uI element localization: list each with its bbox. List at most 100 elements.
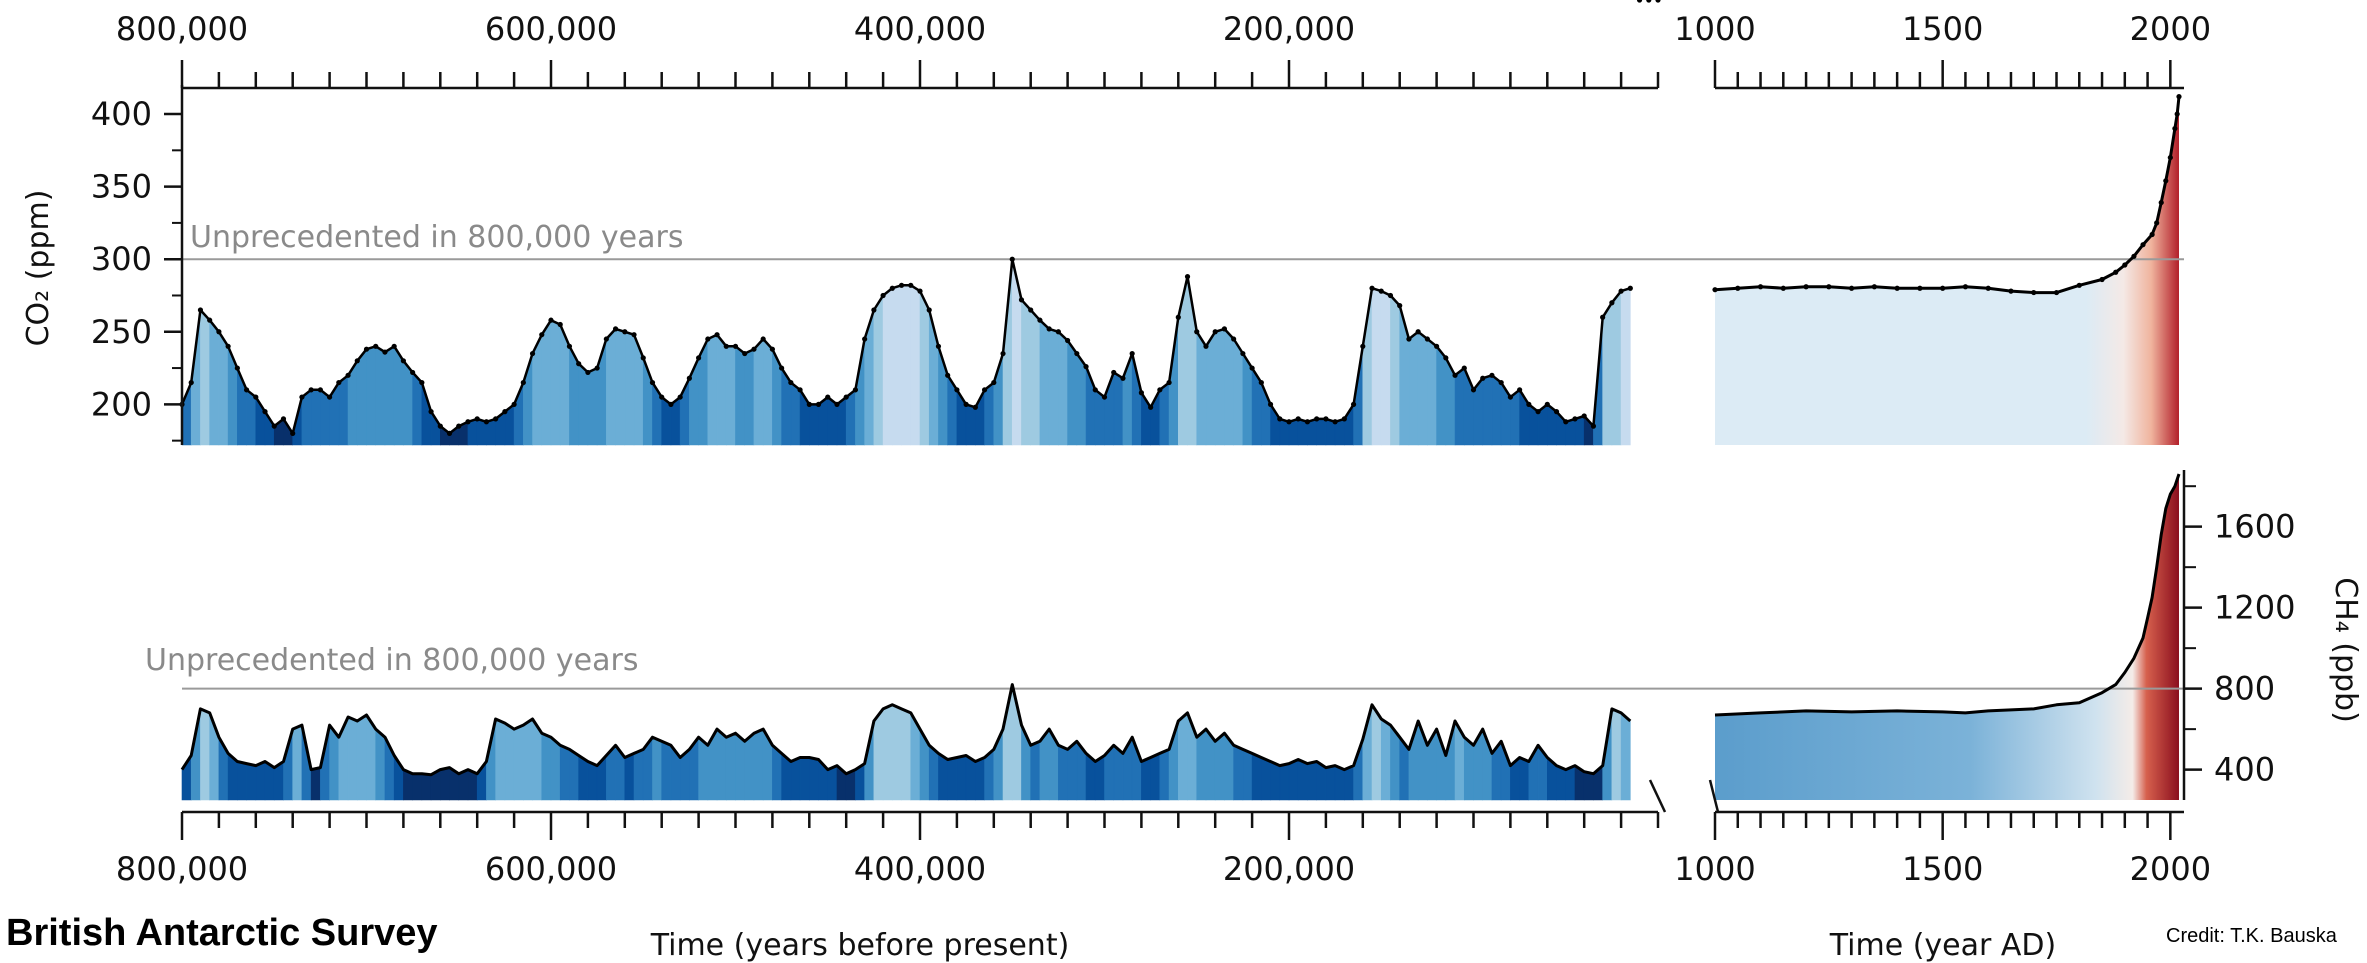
co2-data-point [1055, 329, 1061, 335]
ch4-paleo-stripe [956, 755, 967, 801]
ch4-paleo-stripe [1270, 761, 1281, 801]
source-label: British Antarctic Survey [6, 912, 438, 954]
co2-data-point [317, 387, 323, 393]
co2-data-point [1480, 375, 1486, 381]
ch4-paleo-stripe [1279, 763, 1290, 801]
ch4-y-tick-label: 800 [2214, 670, 2275, 708]
co2-data-point [843, 394, 849, 400]
co2-paleo-stripe [1131, 353, 1142, 446]
co2-data-point [1452, 372, 1458, 378]
co2-data-point [705, 336, 711, 342]
co2-data-point [1871, 284, 1877, 290]
co2-paleo-stripe [1048, 328, 1059, 446]
co2-data-point [1387, 292, 1394, 299]
co2-data-point [963, 401, 969, 407]
co2-data-point [806, 401, 812, 407]
co2-paleo-stripe [1620, 287, 1631, 446]
co2-data-point [898, 282, 905, 288]
axis-break-mark [1648, 779, 1667, 813]
co2-data-point [299, 394, 305, 400]
co2-paleo-stripe [1380, 290, 1391, 446]
co2-data-point [1111, 369, 1117, 376]
ch4-paleo-stripe [439, 767, 450, 801]
co2-paleo-stripe [1482, 374, 1493, 446]
co2-data-point [788, 379, 794, 386]
co2-data-point [1917, 285, 1923, 291]
co2-data-point [1962, 284, 1969, 290]
ch4-paleo-stripe [283, 729, 294, 801]
co2-data-point [410, 369, 416, 376]
co2-data-point [1101, 394, 1108, 400]
co2-data-point [207, 317, 213, 323]
co2-data-point [862, 336, 868, 342]
co2-data-point [1735, 285, 1741, 291]
ch4-paleo-stripe [1325, 765, 1336, 801]
co2-data-point [539, 332, 545, 338]
axes: 800,000 600,000 400,000 200,000 1000 1500 2000… [91, 10, 2296, 888]
co2-data-point [280, 416, 287, 422]
co2-data-point [327, 394, 333, 400]
ch4-paleo-stripe [1297, 759, 1308, 801]
co2-data-point [1461, 365, 1467, 371]
co2-data-point [271, 423, 277, 429]
co2-data-point [243, 387, 250, 393]
ch4-paleo-stripe [633, 748, 644, 801]
co2-data-point [797, 387, 803, 393]
ch4-paleo-stripe [1159, 748, 1170, 801]
co2-paleo-stripe [1067, 339, 1078, 446]
co2-data-point [1332, 419, 1338, 425]
co2-paleo-stripe [1224, 328, 1234, 446]
co2-data-point [1826, 284, 1832, 290]
co2-data-point [852, 387, 859, 393]
co2-data-point [2149, 231, 2155, 238]
axis-break-mark [1708, 779, 1720, 813]
ch4-paleo-stripe [550, 736, 561, 801]
co2-data-point [576, 361, 582, 367]
ch4-paleo-stripe [1214, 732, 1225, 801]
co2-data-point [382, 349, 388, 355]
co2-paleo-stripe [1113, 371, 1124, 446]
co2-data-point [373, 343, 379, 349]
bottom-x-tick-label: 200,000 [1223, 850, 1355, 888]
co2-data-point [668, 401, 674, 407]
co2-paleo-stripe [606, 328, 616, 446]
co2-data-point [1314, 416, 1320, 422]
co2-data-point [1083, 364, 1089, 370]
co2-paleo-stripe [541, 319, 552, 446]
x-axis-title-bp: Time (years before present) [650, 928, 1070, 963]
ch4-paleo-stripe [725, 732, 736, 801]
co2-data-point [1286, 419, 1292, 425]
ch4-paleo-stripe [901, 708, 912, 801]
ch4-paleo-stripe [412, 773, 423, 801]
co2-data-point [483, 419, 490, 425]
co2-data-point [520, 379, 526, 386]
ch4-paleo-stripe [1178, 712, 1188, 801]
ch4-axis-title: CH₄ (ppb) [2328, 577, 2363, 723]
co2-data-point [1572, 416, 1578, 422]
co2-paleo-stripe [965, 403, 976, 446]
co2-data-point [1184, 274, 1191, 280]
co2-data-point [1526, 401, 1532, 407]
co2-data-point [1985, 285, 1991, 291]
ch4-paleo-stripe [873, 708, 884, 801]
ch4-paleo-stripe [504, 722, 515, 801]
co2-data-point [991, 379, 997, 386]
co2-data-point [696, 355, 702, 361]
ch4-paleo-stripe [1288, 759, 1299, 801]
co2-paleo-stripe [615, 328, 626, 446]
ch4-paleo-stripe [1307, 761, 1317, 801]
ch4-paleo-stripe [882, 704, 893, 801]
co2-data-point [1249, 365, 1255, 371]
co2-data-point [1470, 387, 1477, 393]
co2-data-point [871, 307, 877, 313]
ch4-paleo-stripe [523, 718, 533, 801]
co2-data-point [1203, 343, 1209, 349]
co2-data-point [1009, 256, 1015, 262]
ch4-paleo-stripe [975, 757, 985, 801]
co2-data-point [1434, 343, 1440, 349]
ch4-paleo-stripe [347, 716, 358, 801]
ch4-paleo-stripe [716, 728, 727, 801]
co2-data-point [1065, 337, 1071, 344]
ch4-paleo-stripe [1334, 765, 1345, 801]
co2-data-point [354, 358, 360, 364]
